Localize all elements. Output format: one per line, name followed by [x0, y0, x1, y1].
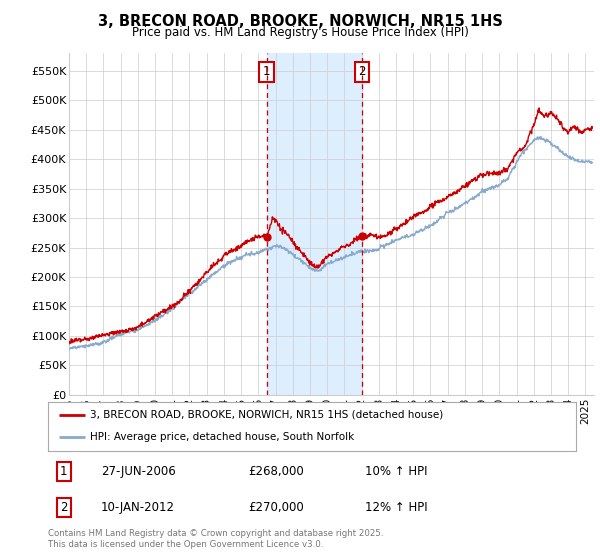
Bar [267, 53, 362, 395]
Text: 27-JUN-2006: 27-JUN-2006 [101, 465, 176, 478]
Text: HPI: Average price, detached house, South Norfolk: HPI: Average price, detached house, Sout… [90, 432, 355, 442]
Text: 1: 1 [263, 66, 271, 78]
Text: Contains HM Land Registry data © Crown copyright and database right 2025.
This d: Contains HM Land Registry data © Crown c… [48, 529, 383, 549]
Text: Price paid vs. HM Land Registry's House Price Index (HPI): Price paid vs. HM Land Registry's House … [131, 26, 469, 39]
Text: 3, BRECON ROAD, BROOKE, NORWICH, NR15 1HS (detached house): 3, BRECON ROAD, BROOKE, NORWICH, NR15 1H… [90, 410, 443, 420]
Text: 2: 2 [358, 66, 366, 78]
Text: 10-JAN-2012: 10-JAN-2012 [101, 501, 175, 514]
Text: 3, BRECON ROAD, BROOKE, NORWICH, NR15 1HS: 3, BRECON ROAD, BROOKE, NORWICH, NR15 1H… [98, 14, 502, 29]
Text: 12% ↑ HPI: 12% ↑ HPI [365, 501, 427, 514]
Text: 10% ↑ HPI: 10% ↑ HPI [365, 465, 427, 478]
Text: 2: 2 [60, 501, 68, 514]
Text: 1: 1 [60, 465, 68, 478]
Text: £268,000: £268,000 [248, 465, 304, 478]
Text: £270,000: £270,000 [248, 501, 304, 514]
